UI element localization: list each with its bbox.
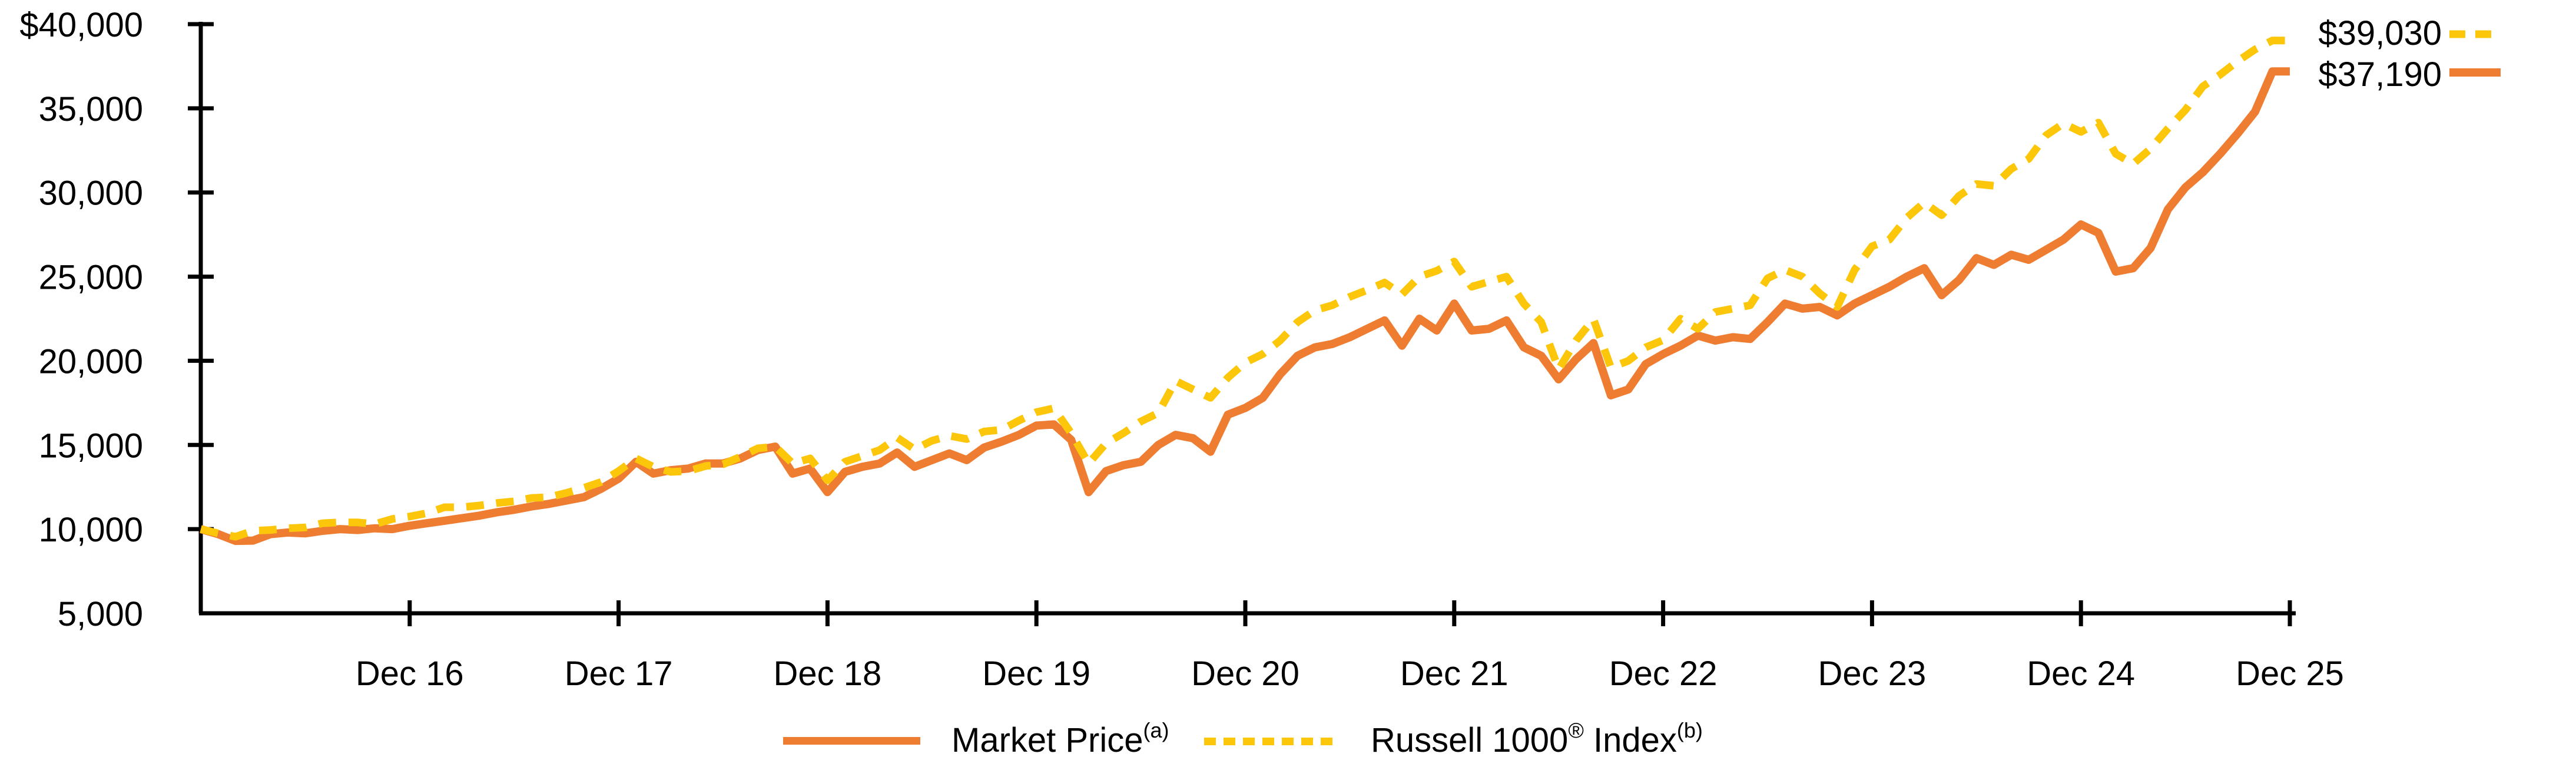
legend-swatch-russell-1000-index: [1204, 738, 1337, 745]
legend-market-price-text: Market Price: [952, 721, 1143, 759]
x-axis-tick-label: Dec 21: [1400, 655, 1509, 693]
x-axis-tick-label: Dec 23: [1818, 655, 1927, 693]
x-axis-tick-label: Dec 25: [2236, 655, 2344, 693]
y-axis-tick-label: $40,000: [19, 6, 143, 44]
y-axis-tick-label: 5,000: [58, 595, 143, 633]
x-axis-tick-labels: Dec 16 Dec 17 Dec 18 Dec 19 Dec 20 Dec 21 Dec …: [356, 655, 2344, 693]
series-lines: [200, 37, 2290, 546]
y-axis-tick-label: 10,000: [39, 511, 143, 549]
x-axis-ticks: [407, 600, 2292, 626]
legend-swatch-market-price: [783, 737, 920, 745]
x-axis-tick-label: Dec 17: [565, 655, 673, 693]
x-axis-tick-label: Dec 16: [356, 655, 464, 693]
market-price-end-value-label: $37,190: [2318, 55, 2442, 94]
y-axis-tick-label: 25,000: [39, 259, 143, 297]
y-axis-tick-label: 15,000: [39, 427, 143, 465]
x-axis-tick-label: Dec 22: [1609, 655, 1718, 693]
legend-russell-footnote: (b): [1676, 718, 1703, 742]
legend-russell-text-pre: Russell 1000: [1371, 721, 1569, 759]
y-axis-tick-label: 30,000: [39, 174, 143, 213]
x-axis-tick-label: Dec 18: [774, 655, 882, 693]
legend-russell-text-post: Index: [1583, 721, 1677, 759]
x-axis-tick-label: Dec 19: [982, 655, 1090, 693]
x-axis-tick-label: Dec 20: [1191, 655, 1299, 693]
legend-market-price-footnote: (a): [1143, 718, 1169, 742]
y-axis-tick-label: 20,000: [39, 342, 143, 381]
legend-russell-registered-mark: ®: [1568, 718, 1584, 742]
axes: [198, 22, 2296, 616]
legend-item-russell-1000-index: Russell 1000® Index(b): [1371, 720, 1703, 759]
end-value-annotations: $39,030 $37,190: [2318, 14, 2501, 94]
legend-item-market-price: Market Price(a): [952, 720, 1169, 759]
series-line-russell-1000-index: [200, 37, 2290, 541]
y-axis-tick-label: 35,000: [39, 90, 143, 128]
y-axis-tick-labels: $40,000 35,000 30,000 25,000 20,000 15,000 10,…: [19, 6, 143, 633]
x-axis-tick-label: Dec 24: [2027, 655, 2135, 693]
series-line-market-price: [200, 67, 2290, 546]
russell-end-value-label: $39,030: [2318, 14, 2442, 52]
